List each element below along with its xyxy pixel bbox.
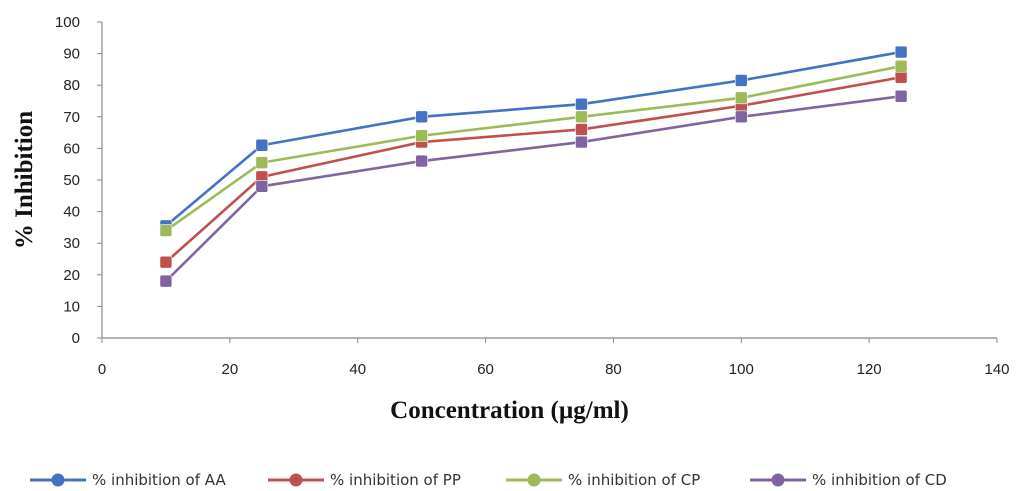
legend-label: % inhibition of PP <box>330 471 461 489</box>
legend-marker-swatch <box>51 473 65 487</box>
x-tick-label: 120 <box>857 361 882 378</box>
data-point-marker <box>894 71 908 84</box>
legend-marker-swatch <box>289 473 303 487</box>
y-tick-label: 30 <box>63 235 80 252</box>
series-line <box>165 50 902 227</box>
data-point-marker <box>734 74 748 87</box>
legend-item: % inhibition of CP <box>506 471 700 489</box>
data-point-marker <box>575 123 588 136</box>
series-4 <box>159 89 908 288</box>
data-point-marker <box>734 91 748 105</box>
legend-item: % inhibition of CD <box>750 471 947 489</box>
data-point-marker <box>415 154 428 168</box>
x-axis-title: Concentration (µg/ml) <box>390 397 629 424</box>
y-axis-title: % Inhibition <box>11 111 38 249</box>
data-point-marker <box>415 110 428 124</box>
legend-marker-swatch <box>527 473 541 487</box>
data-point-marker <box>575 110 588 124</box>
x-tick-label: 140 <box>984 361 1009 378</box>
legend-item: % inhibition of PP <box>268 471 461 489</box>
data-point-marker <box>575 97 588 111</box>
y-tick-label: 0 <box>72 330 80 347</box>
series-1 <box>159 45 908 233</box>
y-axis-ticks: 0 10 20 30 40 50 60 70 80 90 100 <box>55 14 102 347</box>
x-tick-label: 60 <box>477 361 494 378</box>
y-tick-label: 100 <box>55 14 80 31</box>
data-point-marker <box>255 156 269 169</box>
y-tick-label: 80 <box>63 77 80 94</box>
series-layer <box>159 45 908 288</box>
data-point-marker <box>894 59 908 73</box>
data-point-marker <box>415 129 428 143</box>
data-point-marker <box>894 89 908 103</box>
x-tick-label: 20 <box>222 361 239 378</box>
data-point-marker <box>159 274 173 288</box>
x-axis-ticks: 0 20 40 60 80 100 120 140 <box>98 338 1010 378</box>
series-line <box>165 76 902 264</box>
legend-label: % inhibition of CP <box>568 471 700 489</box>
series-line <box>165 64 902 232</box>
data-point-marker <box>894 45 908 59</box>
x-tick-label: 40 <box>349 361 366 378</box>
data-point-marker <box>734 110 748 124</box>
series-2 <box>159 71 908 269</box>
series-line <box>165 94 902 283</box>
legend-item: % inhibition of AA <box>30 471 226 489</box>
legend: % inhibition of AA % inhibition of PP % in… <box>30 471 947 489</box>
x-tick-label: 100 <box>729 361 754 378</box>
x-tick-label: 80 <box>605 361 622 378</box>
x-tick-label: 0 <box>98 361 106 378</box>
series-3 <box>159 59 908 237</box>
data-point-marker <box>159 224 173 237</box>
legend-label: % inhibition of AA <box>92 471 226 489</box>
data-point-marker <box>255 180 269 193</box>
data-point-marker <box>575 135 588 149</box>
legend-marker-swatch <box>771 473 785 487</box>
y-tick-label: 40 <box>63 204 80 221</box>
y-tick-label: 50 <box>63 172 80 189</box>
y-tick-label: 70 <box>63 109 80 126</box>
data-point-marker <box>255 138 269 152</box>
y-tick-label: 90 <box>63 46 80 63</box>
y-tick-label: 20 <box>63 267 80 284</box>
y-tick-label: 10 <box>63 298 80 315</box>
legend-label: % inhibition of CD <box>812 471 947 489</box>
data-point-marker <box>159 255 173 269</box>
y-tick-label: 60 <box>63 140 80 157</box>
